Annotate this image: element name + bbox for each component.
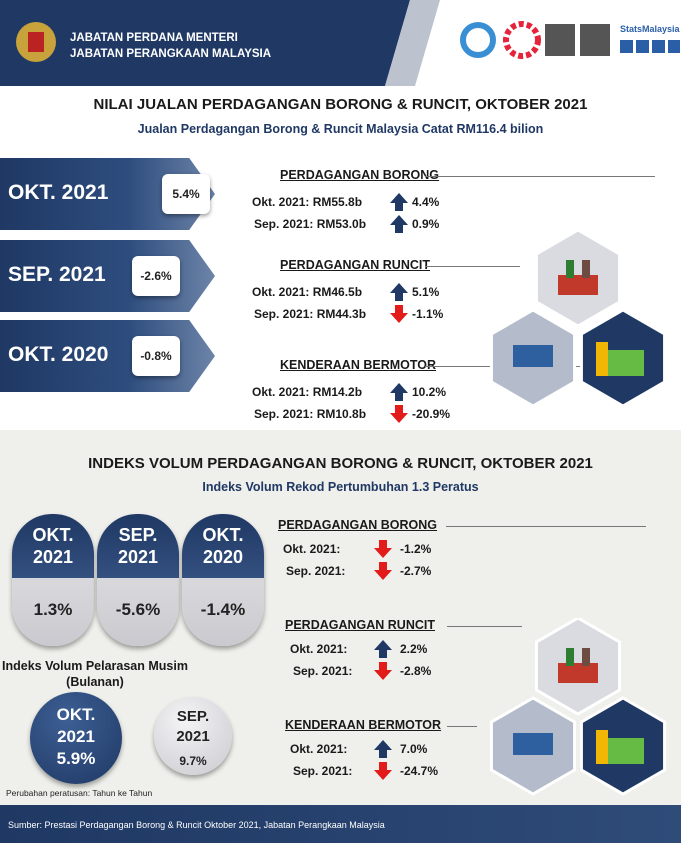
sector-name: KENDERAAN BERMOTOR	[280, 358, 437, 372]
seasonal-text: 5.9%	[56, 749, 96, 768]
row-label: Okt. 2021:	[290, 742, 348, 756]
row-change: -20.9%	[412, 407, 451, 421]
pill-value: 1.3%	[33, 600, 73, 619]
period-pill: OKT. 2020 -1.4%	[182, 514, 264, 646]
pill-label: 2020	[202, 547, 244, 567]
footer	[0, 805, 681, 843]
sector-name: PERDAGANGAN BORONG	[278, 518, 438, 532]
sector-name: PERDAGANGAN BORONG	[280, 168, 440, 182]
arrow-up	[374, 640, 392, 658]
row-change: -2.7%	[400, 564, 432, 578]
pill-label: SEP.	[118, 525, 158, 545]
hexagon-icons	[489, 230, 667, 408]
seasonal-text: 9.7%	[179, 754, 207, 768]
sector-name: KENDERAAN BERMOTOR	[285, 718, 442, 732]
row-label: Sep. 2021:	[286, 564, 346, 578]
period-value: 5.4%	[162, 174, 210, 214]
leader-line	[425, 266, 520, 267]
pill-label: OKT.	[202, 525, 244, 545]
seasonal-title: Indeks Volum Pelarasan Musim (Bulanan)	[0, 658, 190, 690]
pill-value: -5.6%	[115, 600, 161, 619]
period-label: SEP. 2021	[8, 263, 106, 286]
row-label: Sep. 2021:	[293, 664, 353, 678]
row-change: -1.2%	[400, 542, 432, 556]
row-label: Sep. 2021: RM44.3b	[254, 307, 367, 321]
row-change: -1.1%	[412, 307, 444, 321]
source: Sumber: Prestasi Perdagangan Borong & Ru…	[8, 820, 385, 830]
seasonal-circle: OKT. 2021 5.9%	[30, 692, 122, 784]
row-label: Okt. 2021: RM46.5b	[252, 285, 363, 299]
seasonal-title-line: Indeks Volum Pelarasan Musim	[2, 659, 188, 673]
org-name: JABATAN PERDANA MENTERI	[70, 32, 238, 44]
arrow-down	[390, 405, 408, 423]
row-change: -2.8%	[400, 664, 432, 678]
period-value: -0.8%	[132, 336, 180, 376]
row-change: 10.2%	[412, 385, 447, 399]
seasonal-circle: SEP. 2021 9.7%	[154, 697, 232, 775]
arrow-up	[390, 193, 408, 211]
row-change: 7.0%	[400, 742, 428, 756]
pill-top: OKT. 2020	[182, 514, 264, 578]
leader-line	[425, 176, 655, 177]
pill-label: 2021	[117, 547, 159, 567]
org-names: JABATAN PERDANA MENTERI JABATAN PERANGKA…	[70, 30, 271, 62]
arrow-up	[374, 740, 392, 758]
period-label: OKT. 2020	[8, 343, 109, 366]
arrow-up	[390, 383, 408, 401]
pill-top: SEP. 2021	[97, 514, 179, 578]
row-change: 4.4%	[412, 195, 440, 209]
seasonal-text: SEP.	[176, 708, 210, 725]
org-name: JABATAN PERANGKAAN MALAYSIA	[70, 48, 272, 60]
row-label: Sep. 2021: RM53.0b	[254, 217, 367, 231]
row-change: 5.1%	[412, 285, 440, 299]
arrow-down	[374, 540, 392, 558]
note: Perubahan peratusan: Tahun ke Tahun	[6, 788, 153, 798]
arrow-down	[374, 562, 392, 580]
leader-line	[446, 526, 646, 527]
leader-line	[447, 726, 477, 727]
row-label: Okt. 2021:	[283, 542, 341, 556]
row-label: Okt. 2021: RM14.2b	[252, 385, 363, 399]
row-label: Sep. 2021: RM10.8b	[254, 407, 367, 421]
leader-line	[447, 626, 522, 627]
row-change: 2.2%	[400, 642, 428, 656]
seasonal-text: 2021	[57, 727, 95, 746]
hexagon-icons	[489, 618, 667, 796]
section-title: NILAI JUALAN PERDAGANGAN BORONG & RUNCIT…	[93, 96, 588, 113]
pill-top: OKT. 2021	[12, 514, 94, 578]
seasonal-text: 2021	[176, 728, 210, 745]
arrow-up	[390, 283, 408, 301]
brand: StatsMalaysia	[620, 24, 680, 34]
row-label: Sep. 2021:	[293, 764, 353, 778]
row-label: Okt. 2021: RM55.8b	[252, 195, 363, 209]
section-title: INDEKS VOLUM PERDAGANGAN BORONG & RUNCIT…	[88, 455, 593, 472]
sector-name: PERDAGANGAN RUNCIT	[280, 258, 430, 272]
seasonal-title-line: (Bulanan)	[66, 675, 124, 689]
section-subtitle: Indeks Volum Rekod Pertumbuhan 1.3 Perat…	[202, 480, 479, 494]
row-change: -24.7%	[400, 764, 439, 778]
pill-label: 2021	[32, 547, 74, 567]
arrow-down	[390, 305, 408, 323]
section-subtitle: Jualan Perdagangan Borong & Runcit Malay…	[137, 122, 544, 136]
row-change: 0.9%	[412, 217, 440, 231]
period-value: -2.6%	[132, 256, 180, 296]
header-bg	[0, 0, 681, 86]
seasonal-text: OKT.	[56, 705, 96, 724]
row-label: Okt. 2021:	[290, 642, 348, 656]
period-pill: OKT. 2021 1.3%	[12, 514, 94, 646]
period-label: OKT. 2021	[8, 181, 109, 204]
period-pill: SEP. 2021 -5.6%	[97, 514, 179, 646]
arrow-down	[374, 662, 392, 680]
sector-name: PERDAGANGAN RUNCIT	[285, 618, 435, 632]
pill-label: OKT.	[32, 525, 74, 545]
arrow-down	[374, 762, 392, 780]
pill-value: -1.4%	[200, 600, 246, 619]
arrow-up	[390, 215, 408, 233]
